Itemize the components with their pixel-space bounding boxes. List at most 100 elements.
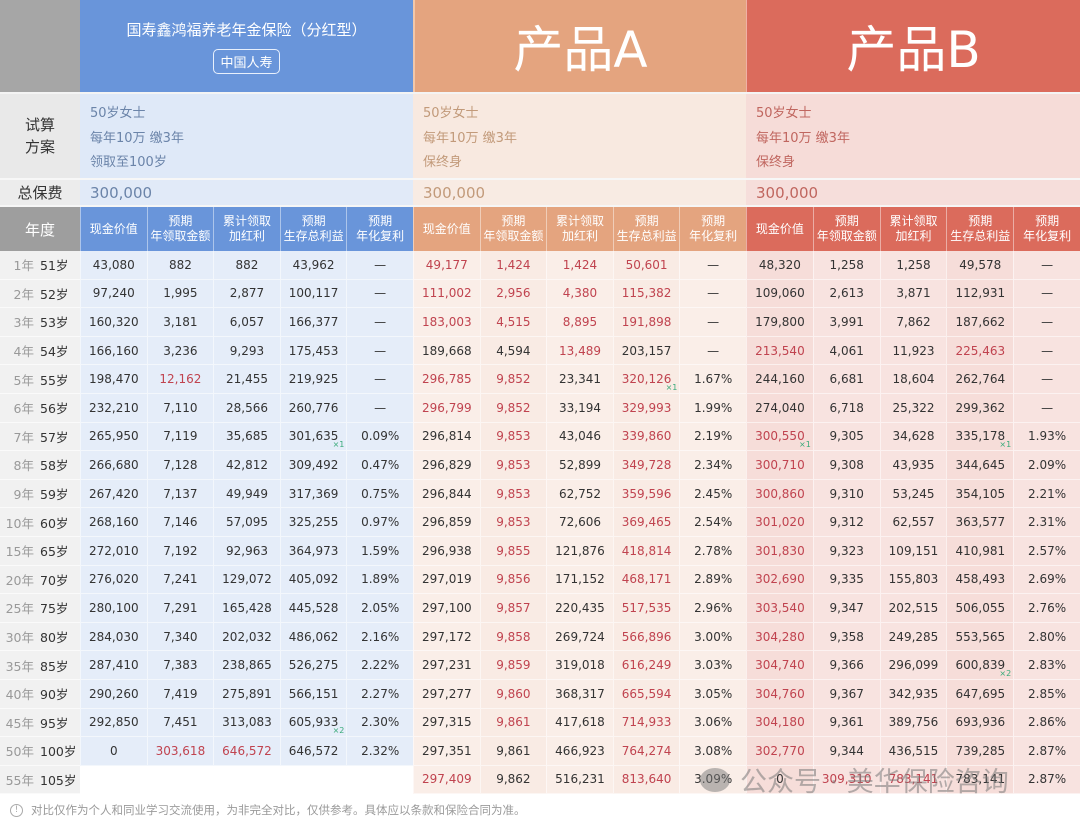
value-cell: 11,923 [879,336,947,366]
value-text: 48,320 [758,257,801,272]
value-text: 0 [109,743,118,758]
year-age-cell: 6年 56岁 [0,393,80,423]
value-text: 646,572 [222,743,272,758]
value-text: 304,740 [755,658,805,673]
value-text: 0.97% [361,515,400,530]
value-cell [80,765,147,795]
year-age-cell: 50年 100岁 [0,737,80,766]
table-row: 55年105岁297,4099,862516,231813,6403.09%03… [0,765,1080,795]
value-cell: — [346,279,413,309]
value-cell: 296,814 [413,422,480,452]
value-cell: 274,040 [746,393,813,423]
value-cell: 1,995 [146,279,214,309]
value-text: 317,369 [288,486,339,501]
value-text: 297,231 [421,658,472,673]
value-cell: 1,424 [479,251,547,280]
value-text: 2.16% [361,629,400,644]
column-header: 预期 生存总利益 [279,207,347,251]
value-cell: 7,383 [146,651,214,680]
guoshou-values: 0 303,618 646,572 646,572 2.32% [80,737,413,766]
value-text: 3.00% [694,629,733,644]
guoshou-values: 43,080 882 882 43,962 — [80,251,413,280]
plan-row: 试算 方案 50岁女士 每年10万 缴3年 领取至100岁 50岁女士 每年10万… [0,92,1080,178]
value-text: 783,141 [955,772,1006,787]
year: 2年 [13,286,34,302]
value-cell: 296,859 [413,508,480,537]
product-b-values: 304,740 9,366 296,099 600,839 ×2 2.83% [746,651,1080,680]
value-cell: 2,956 [479,279,547,309]
value-text: 260,776 [288,400,339,415]
guoshou-values: 287,410 7,383 238,865 526,275 2.22% [80,651,413,680]
value-cell: 97,240 [80,279,147,309]
value-cell: 3.06% [679,708,746,738]
value-text: 202,032 [222,629,272,644]
value-cell: — [346,251,413,280]
value-text: 296,799 [421,400,472,415]
value-text: 466,923 [555,743,605,758]
value-cell: 313,083 [213,708,280,738]
footnote-mark: ×1 [799,440,811,450]
value-cell: 9,852 [479,365,547,394]
value-text: 296,938 [421,543,472,558]
table-row: 6年 56岁 232,210 7,110 28,566 260,776 — 296,799 9,… [0,393,1080,423]
value-cell: 9,852 [479,393,547,423]
value-cell: 9,310 [812,479,880,509]
year-age-cell: 20年 70岁 [0,565,80,595]
value-text: 2.54% [694,515,733,530]
value-cell: 109,060 [746,279,813,309]
value-text: 526,275 [288,658,339,673]
value-text: 57,095 [225,515,268,530]
value-cell: 6,681 [812,365,880,394]
value-cell: 297,172 [413,622,480,652]
product-b-values: 109,060 2,613 3,871 112,931 — [746,279,1080,309]
value-cell: 1.89% [346,565,413,595]
year-age-cell: 3年 53岁 [0,308,80,337]
guoshou-values [80,765,413,795]
value-cell: 7,146 [146,508,214,537]
value-cell: 646,572 [213,737,280,766]
value-cell: 2.69% [1013,565,1080,595]
value-cell: — [1013,393,1080,423]
value-text: — [1041,257,1054,272]
column-header: 预期 年领取金额 [479,207,547,251]
value-cell: 296,099 [879,651,947,680]
value-text: — [374,286,387,301]
value-cell: 266,680 [80,451,147,480]
value-cell: 363,577 [946,508,1014,537]
value-cell [279,765,347,795]
plan-label-line1: 试算 [24,116,55,134]
value-cell: 4,061 [812,336,880,366]
value-text: 309,310 [821,772,872,787]
value-cell: 2.05% [346,594,413,623]
value-cell: 566,151 [279,679,347,709]
value-text: 605,933 [288,715,339,730]
value-text: 3.05% [694,686,733,701]
value-text: 3,181 [163,314,198,329]
value-text: 9,856 [496,572,531,587]
value-text: 364,973 [288,543,339,558]
value-cell: 43,962 [279,251,347,280]
product-a-values: 296,829 9,853 52,899 349,728 2.34% [413,451,746,480]
value-cell: 9,861 [479,708,547,738]
column-header: 预期 年化复利 [346,207,413,251]
value-cell: 304,180 [746,708,813,738]
value-cell: — [679,251,746,280]
value-text: 418,814 [621,543,672,558]
value-text: 97,240 [92,286,135,301]
value-text: 296,099 [888,658,939,673]
value-text: 9,853 [496,429,531,444]
value-cell: 317,369 [279,479,347,509]
value-text: 12,162 [159,372,202,387]
value-text: 171,152 [555,572,605,587]
value-text: 301,635 [288,429,339,444]
value-text: 6,718 [829,400,864,415]
value-cell: 43,935 [879,451,947,480]
value-cell: 7,137 [146,479,214,509]
value-text: 714,933 [621,715,672,730]
value-text: 7,146 [163,515,198,530]
disclaimer-text: 对比仅作为个人和同业学习交流使用，为非完全对比，仅供参考。具体应以条款和保险合同… [31,803,526,817]
value-text: 198,470 [88,372,139,387]
value-cell: 53,245 [879,479,947,509]
value-cell: 280,100 [80,594,147,623]
value-cell: 213,540 [746,336,813,366]
